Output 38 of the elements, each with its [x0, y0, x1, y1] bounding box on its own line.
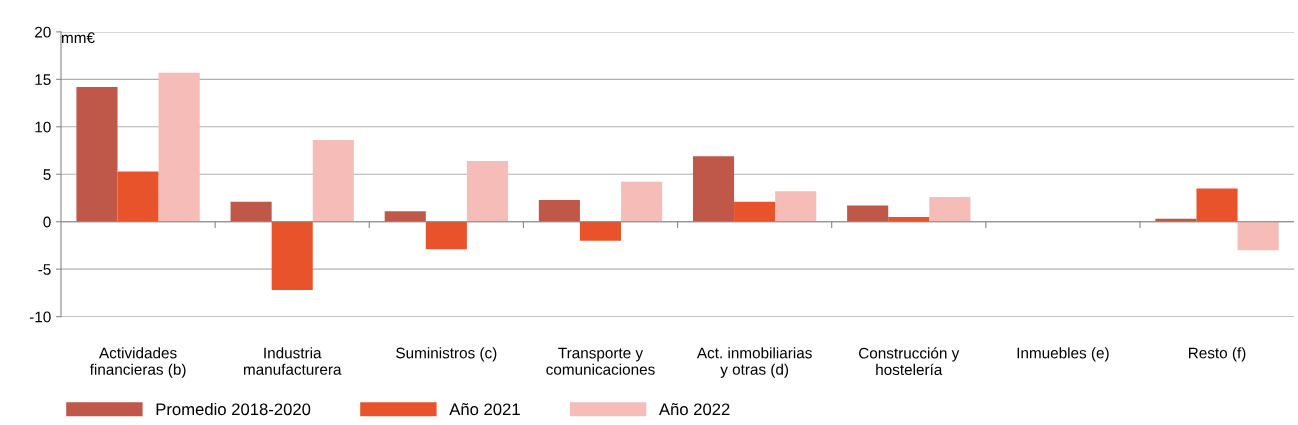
y-tick-label: 15 [35, 74, 51, 86]
bar [929, 197, 971, 222]
bar [158, 72, 200, 222]
y-axis-title: mm€ [62, 32, 95, 44]
bar [384, 211, 426, 222]
bar [76, 86, 118, 222]
x-tick-label: Actividades financieras (b) [89, 347, 186, 378]
bar [117, 171, 159, 222]
bar [847, 205, 889, 222]
x-tick-label: Act. inmobiliarias y otras (d) [696, 347, 812, 378]
bar [621, 181, 663, 222]
y-tick-label: 20 [35, 26, 51, 38]
bar [271, 221, 313, 291]
legend-label: Año 2021 [449, 403, 520, 416]
bar [230, 201, 272, 222]
y-tick-label: -10 [29, 311, 51, 323]
bar [775, 191, 817, 222]
y-tick-label: 5 [43, 169, 51, 180]
bar [466, 160, 508, 222]
legend-label: Año 2022 [658, 403, 730, 416]
y-tick-label: 10 [35, 121, 51, 133]
y-tick-label: -5 [38, 264, 51, 275]
bar [1237, 221, 1279, 251]
y-tick-label: 0 [43, 216, 51, 228]
bar [312, 140, 354, 222]
x-tick-label: Transporte y comunicaciones [546, 347, 655, 375]
x-tick-label: Suministros (c) [396, 347, 497, 362]
x-tick-label: Industria manufacturera [243, 347, 342, 375]
bar [538, 199, 580, 222]
legend-label: Promedio 2018-2020 [156, 402, 311, 416]
bar [692, 156, 735, 222]
x-tick-label: Construcción y hostelería [859, 347, 960, 376]
x-tick-label: Inmuebles (e) [1017, 347, 1109, 362]
bar [734, 201, 776, 222]
bar [579, 221, 622, 241]
bar [1196, 188, 1238, 222]
x-tick-label: Resto (f) [1189, 347, 1246, 362]
bar [425, 221, 467, 250]
